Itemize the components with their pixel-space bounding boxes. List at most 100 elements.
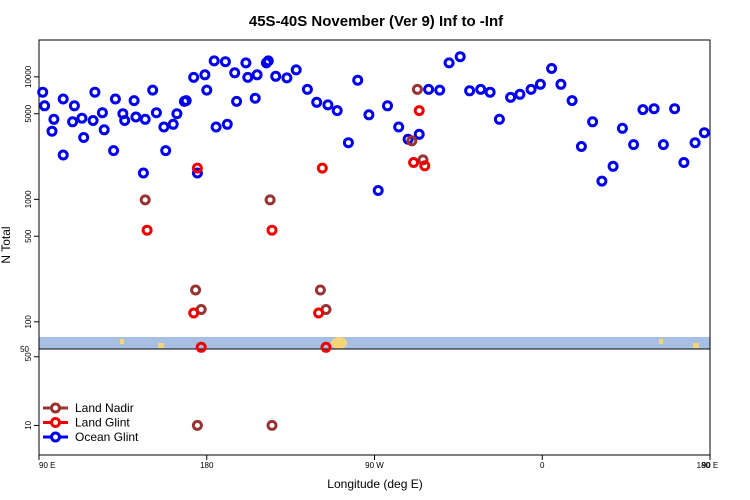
data-point [525, 83, 537, 95]
data-point [160, 145, 172, 157]
land-mask-patch [331, 337, 347, 349]
data-point [266, 419, 278, 431]
y-tick-label: 10 [24, 420, 33, 429]
legend-label: Land Glint [75, 416, 130, 430]
data-point [607, 160, 619, 172]
data-point [240, 57, 252, 69]
data-point [616, 122, 628, 134]
land-mask-patch [120, 339, 124, 344]
x-tick-label: 90 E [702, 461, 718, 470]
data-point [109, 93, 121, 105]
data-point [657, 139, 669, 151]
data-point [139, 194, 151, 206]
x-axis-label: Longitude (deg E) [327, 477, 422, 491]
data-point [210, 121, 222, 133]
data-point [408, 157, 420, 168]
land-mask-patch [158, 343, 164, 348]
data-point [208, 55, 220, 67]
data-point [417, 154, 429, 166]
data-point [301, 83, 313, 95]
data-point [419, 160, 431, 172]
x-tick-label: 180 [697, 461, 711, 470]
data-point [637, 104, 649, 116]
data-point [188, 71, 200, 83]
data-point [98, 124, 110, 136]
data-point [199, 69, 211, 81]
data-point [150, 107, 162, 119]
ocean-mask [39, 337, 710, 349]
data-point [67, 116, 79, 128]
chart-title: 45S-40S November (Ver 9) Inf to -Inf [249, 13, 504, 30]
data-point [372, 185, 384, 196]
data-point [96, 107, 108, 119]
y-tick-label: 5000 [24, 104, 33, 122]
data-point [596, 175, 608, 187]
data-point [201, 84, 213, 96]
data-point [514, 88, 526, 100]
data-point [669, 103, 681, 115]
data-point [316, 162, 328, 174]
data-point [231, 95, 243, 107]
data-point [313, 307, 325, 319]
data-point [587, 116, 599, 128]
data-point [689, 137, 701, 149]
data-point [119, 115, 131, 126]
data-point [382, 100, 393, 112]
data-point [180, 95, 192, 107]
data-point [484, 86, 496, 98]
data-point [139, 113, 151, 125]
x-tick-label: 0 [540, 461, 545, 470]
data-point [108, 145, 120, 157]
data-point [352, 74, 364, 86]
data-point [311, 96, 323, 108]
lower-panel-frame [38, 348, 711, 456]
data-point [37, 86, 49, 98]
legend-marker [50, 417, 61, 428]
data-point [39, 100, 51, 112]
data-point [320, 341, 332, 353]
data-point [314, 284, 326, 296]
data-point [322, 99, 334, 111]
data-point [78, 132, 90, 143]
data-point [188, 307, 200, 319]
data-point [678, 157, 690, 168]
data-point [493, 113, 505, 125]
data-point [167, 118, 179, 130]
data-point [158, 121, 170, 133]
data-point [264, 194, 276, 206]
data-point [219, 56, 231, 68]
data-point [87, 115, 99, 126]
data-point [171, 108, 183, 120]
data-point [648, 103, 660, 115]
data-point [555, 78, 567, 90]
data-point [141, 224, 153, 236]
data-point [262, 55, 274, 67]
data-point [411, 83, 423, 95]
data-point [249, 92, 261, 104]
data-point [48, 113, 60, 125]
x-tick-label: 90 E [39, 461, 55, 470]
x-tick-label: 180 [200, 461, 214, 470]
data-point [290, 64, 302, 76]
legend-marker [50, 431, 61, 443]
data-point [46, 125, 58, 137]
data-point [423, 83, 435, 95]
y-axis: 100 500 1000 5000 10000 10 50 [24, 65, 39, 430]
data-point [534, 78, 546, 90]
data-point [251, 69, 263, 81]
data-point [505, 91, 517, 103]
data-point [406, 135, 418, 147]
data-point [413, 128, 425, 140]
y-axis-label: N Total [0, 226, 13, 263]
data-point [443, 57, 455, 69]
data-point [413, 105, 425, 117]
y-tick-label: 10000 [24, 65, 33, 88]
data-point [190, 284, 202, 296]
land-mask-patch [659, 339, 663, 344]
data-point [137, 167, 149, 179]
data-point [546, 63, 558, 74]
data-point [575, 141, 587, 152]
data-point [221, 118, 233, 130]
data-point [242, 71, 254, 83]
data-point [147, 84, 159, 96]
